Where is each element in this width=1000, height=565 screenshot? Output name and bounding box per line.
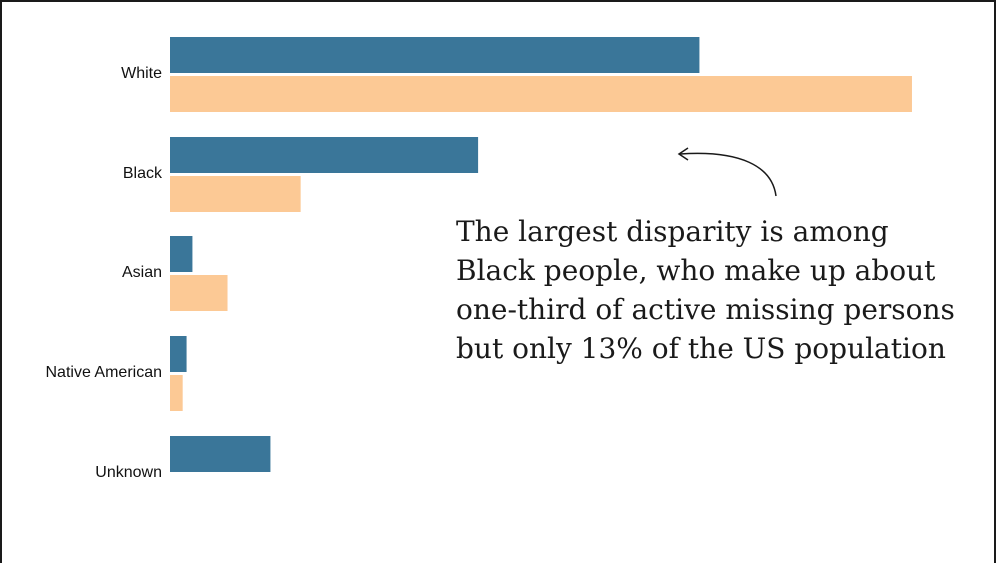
category-label: White [121, 65, 162, 82]
bar-native-american-series-1 [170, 336, 187, 372]
chart-annotation: The largest disparity is among Black peo… [456, 215, 955, 365]
bar-white-series-1 [170, 37, 700, 73]
category-label: Unknown [95, 464, 162, 481]
bar-native-american-series-2 [170, 375, 183, 411]
annotation-arrowhead [677, 147, 689, 161]
bar-black-series-2 [170, 176, 301, 212]
category-label: Asian [122, 264, 162, 281]
bar-unknown-series-1 [170, 436, 271, 472]
category-label: Native American [46, 364, 163, 381]
bar-white-series-2 [170, 76, 912, 112]
bar-black-series-1 [170, 137, 479, 173]
bar-asian-series-2 [170, 275, 228, 311]
category-label: Black [123, 165, 163, 182]
bar-asian-series-1 [170, 236, 193, 272]
annotation-arrow [679, 152, 777, 197]
